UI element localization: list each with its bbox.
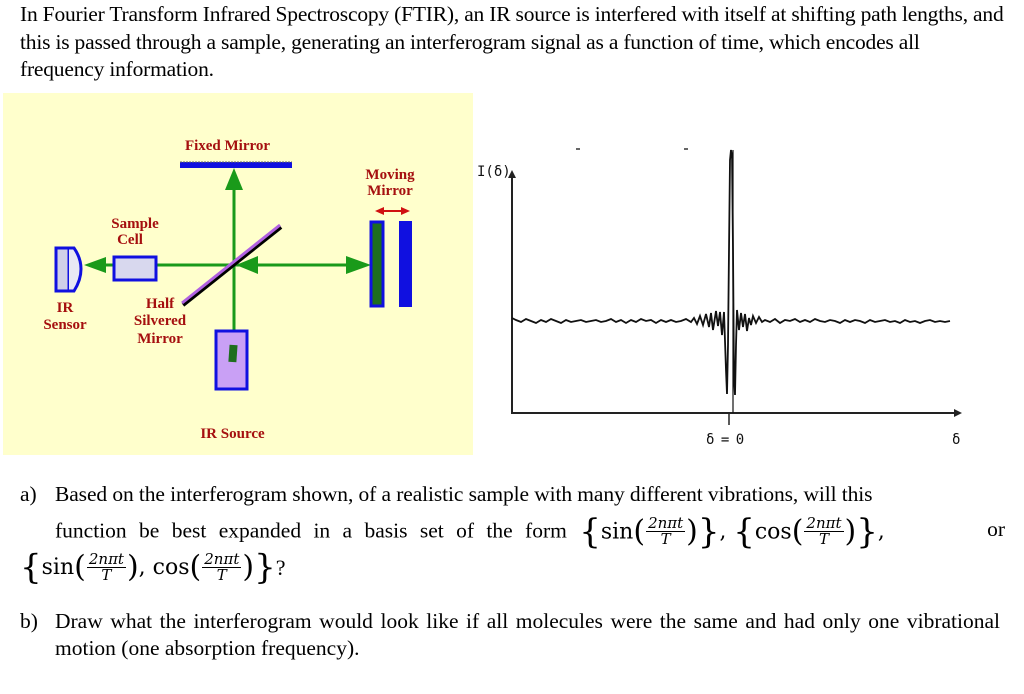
ir-sensor-label-line2: Sensor	[43, 317, 87, 333]
origin-tick-label: δ = 0	[706, 432, 744, 448]
y-axis-label: I(δ)	[477, 164, 511, 180]
sample-cell-label-line2: Cell	[117, 232, 143, 248]
question-a-line2-prefix: function be best expanded in a basis set…	[55, 518, 567, 543]
ir-source-label: IR Source	[200, 426, 265, 442]
basis-sin-cos: {sin(2nπt T), cos(2nπt T)}?	[20, 547, 286, 588]
arrow-left-icon	[84, 257, 106, 273]
moving-mirror-back	[399, 221, 412, 307]
question-a-line1: Based on the interferogram shown, of a r…	[55, 482, 873, 506]
intro-paragraph: In Fourier Transform Infrared Spectrosco…	[20, 2, 1004, 81]
x-axis-arrow-icon	[954, 409, 962, 417]
moving-mirror-label-line2: Mirror	[367, 183, 413, 199]
arrow-left-return-icon	[236, 256, 258, 274]
fixed-mirror-label: Fixed Mirror	[184, 138, 271, 154]
sample-cell-label-line1: Sample	[111, 216, 159, 232]
sample-cell	[112, 255, 158, 282]
interferogram-trace	[511, 149, 951, 396]
moving-mirror-front	[369, 220, 385, 308]
arrow-up-icon	[225, 168, 243, 190]
arrow-right-icon	[346, 256, 371, 274]
moving-mirror-label-line1: Moving	[365, 167, 415, 183]
half-mirror-label-line1: Half	[145, 296, 175, 312]
question-a-or: or	[987, 517, 1005, 541]
ir-sensor	[54, 246, 71, 293]
question-a-marker: a)	[20, 482, 37, 506]
question-b-marker: b)	[20, 609, 38, 633]
fixed-mirror	[180, 162, 292, 168]
ir-sensor-label-line1: IR	[56, 300, 74, 316]
half-mirror-label-line2: Silvered	[133, 313, 187, 329]
half-silvered-mirror	[181, 225, 283, 307]
interferogram-chart	[508, 148, 962, 425]
question-a-line2: function be best expanded in a basis set…	[55, 511, 1005, 552]
x-axis-label: δ	[952, 432, 961, 448]
question-b-text: Draw what the interferogram would look l…	[55, 609, 1000, 660]
basis-cos: {cos(2nπt T)},	[733, 511, 885, 552]
y-axis-arrow-icon	[508, 170, 516, 178]
half-mirror-label-line3: Mirror	[137, 331, 183, 347]
basis-sin: {sin(2nπt T)},	[579, 511, 734, 552]
